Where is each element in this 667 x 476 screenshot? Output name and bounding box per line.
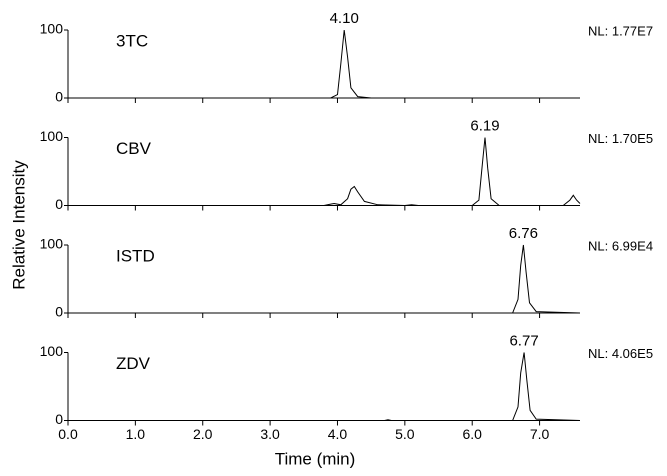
peak-label: 6.77 xyxy=(509,332,538,349)
y-tick-label: 100 xyxy=(40,21,64,37)
y-tick-label: 100 xyxy=(40,236,64,252)
peak-label: 6.76 xyxy=(509,225,538,242)
normalization-level: NL: 1.77E7 xyxy=(588,23,653,38)
x-tick-label: 7.0 xyxy=(530,426,550,442)
peak-label: 6.19 xyxy=(470,117,499,134)
y-tick-label: 100 xyxy=(40,343,64,359)
trace xyxy=(68,29,580,99)
y-tick-label: 0 xyxy=(55,89,63,105)
y-tick-label: 0 xyxy=(55,196,63,212)
x-tick-label: 6.0 xyxy=(462,426,482,442)
peak-label: 4.10 xyxy=(330,10,359,27)
x-tick-label: 3.0 xyxy=(260,426,280,442)
x-tick-label: 0.0 xyxy=(58,426,78,442)
trace-label: ISTD xyxy=(116,246,155,265)
x-tick-label: 2.0 xyxy=(193,426,213,442)
trace xyxy=(68,352,581,421)
trace xyxy=(68,244,581,314)
trace xyxy=(68,137,581,207)
normalization-level: NL: 4.06E5 xyxy=(588,346,653,361)
normalization-level: NL: 6.99E4 xyxy=(588,238,653,253)
x-tick-label: 5.0 xyxy=(395,426,415,442)
y-tick-label: 0 xyxy=(55,304,63,320)
y-tick-label: 100 xyxy=(40,128,64,144)
y-axis-label: Relative Intensity xyxy=(9,160,28,290)
trace-label: ZDV xyxy=(116,354,151,373)
trace-label: CBV xyxy=(116,139,152,158)
x-tick-label: 4.0 xyxy=(328,426,348,442)
x-axis-label: Time (min) xyxy=(275,449,356,468)
normalization-level: NL: 1.70E5 xyxy=(588,131,653,146)
x-tick-label: 1.0 xyxy=(126,426,146,442)
trace-label: 3TC xyxy=(116,31,148,50)
y-tick-label: 0 xyxy=(55,411,63,427)
